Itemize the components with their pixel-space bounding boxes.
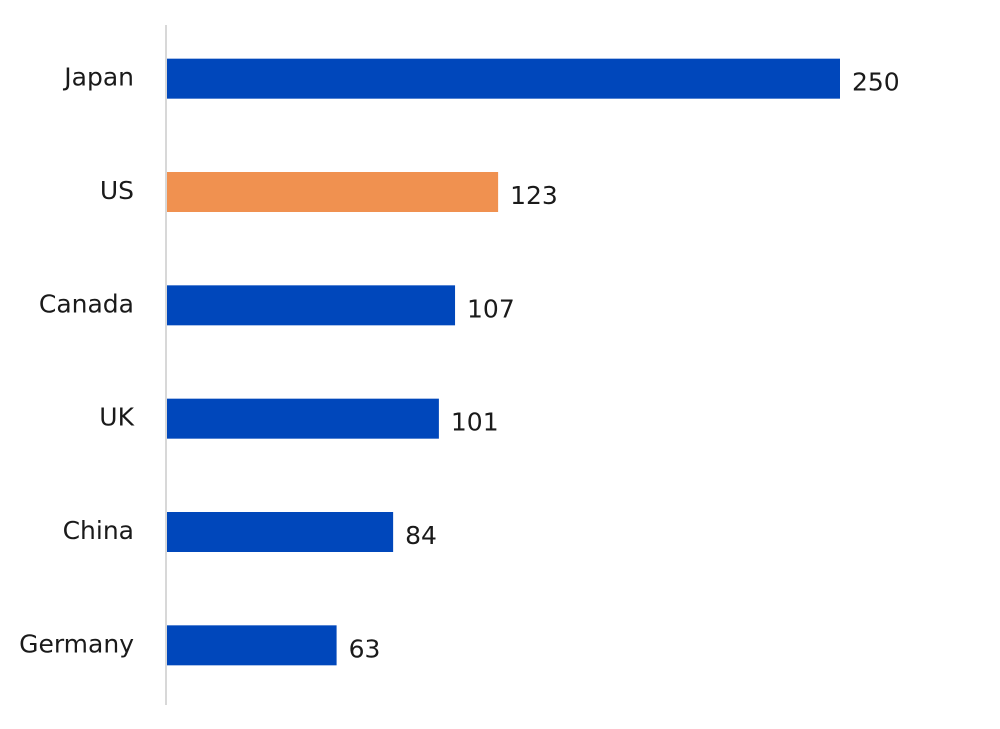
bar — [167, 398, 439, 439]
bar — [167, 285, 456, 326]
y-tick-label: China — [63, 516, 134, 545]
bar — [167, 58, 840, 99]
data-label: 123 — [510, 181, 558, 210]
data-label: 250 — [852, 68, 900, 97]
data-label: 101 — [451, 408, 499, 437]
y-tick-label: UK — [99, 403, 134, 432]
bar — [167, 625, 337, 666]
y-tick-label: Canada — [39, 289, 134, 318]
bar — [167, 172, 499, 212]
y-tick-label: US — [100, 176, 134, 205]
data-label: 107 — [467, 294, 515, 323]
bar — [167, 512, 394, 552]
data-label: 63 — [349, 634, 381, 663]
y-tick-label: Japan — [62, 63, 134, 92]
y-tick-label: Germany — [19, 629, 134, 658]
data-label: 84 — [405, 521, 437, 550]
